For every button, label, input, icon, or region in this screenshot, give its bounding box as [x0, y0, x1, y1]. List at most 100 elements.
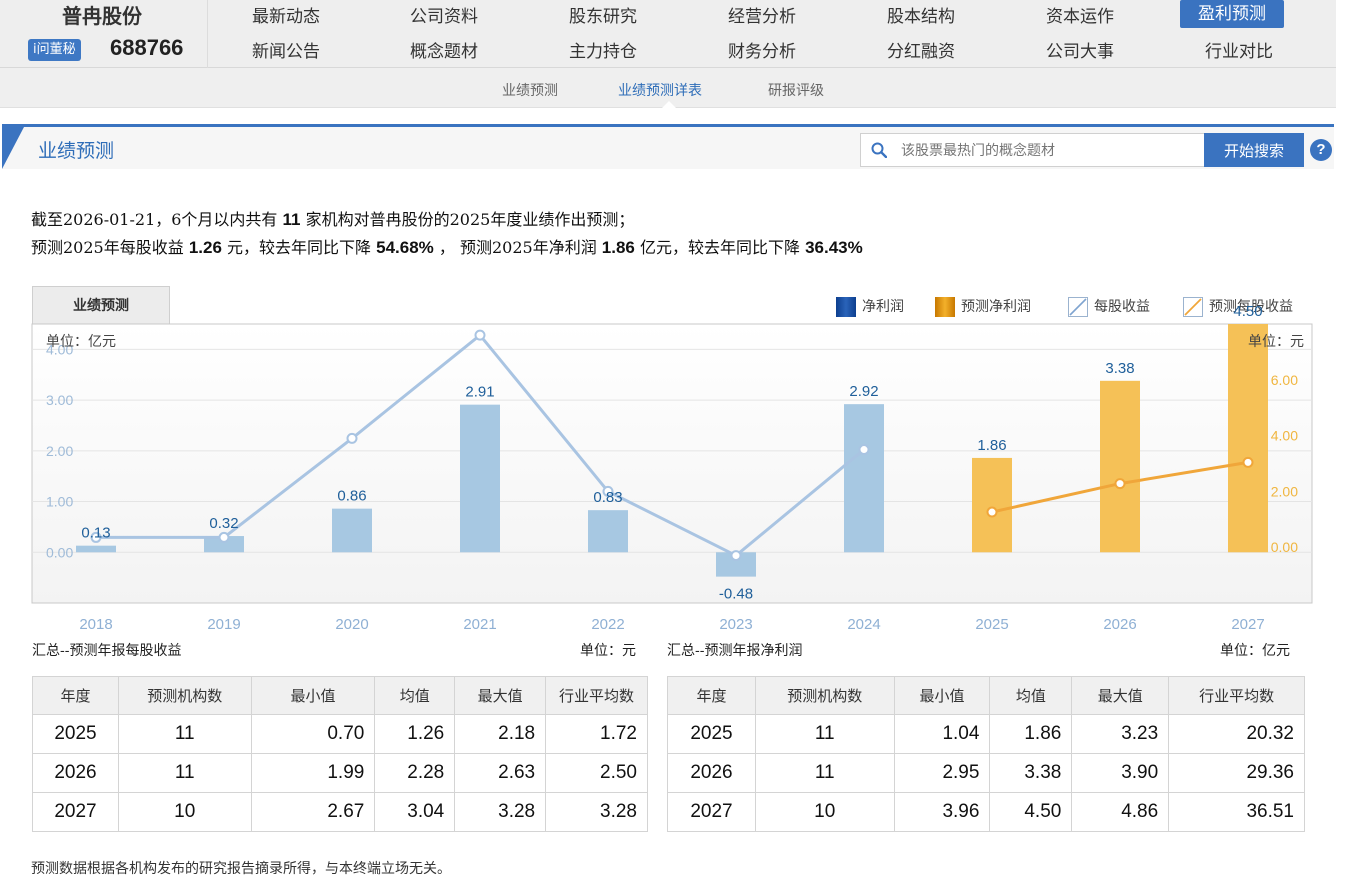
- nav-item-events[interactable]: 公司大事: [1046, 42, 1114, 62]
- table-cell: 3.28: [454, 792, 547, 832]
- nav-item-operations[interactable]: 经营分析: [728, 7, 796, 27]
- series-point: [346, 432, 358, 444]
- legend-swatch: [836, 297, 856, 317]
- right-tick-label: 6.00: [1271, 372, 1298, 388]
- legend-item-forecast-net-profit[interactable]: 预测净利润: [935, 296, 1031, 317]
- legend-item-forecast-eps[interactable]: 预测每股收益: [1183, 296, 1293, 317]
- table-row: 2025 11 0.70 1.26 2.18 1.72: [32, 714, 648, 754]
- series-point: [730, 550, 742, 562]
- series-point: [858, 444, 870, 456]
- chart-plot-area: [31, 323, 1313, 604]
- table-cell: 10: [754, 792, 895, 832]
- series-point: [986, 506, 998, 518]
- x-tick-label: 2025: [975, 616, 1008, 633]
- bar-data-label: 4.50: [1233, 303, 1262, 320]
- nav-item-dividends[interactable]: 分红融资: [887, 42, 955, 62]
- series-point: [1114, 478, 1126, 490]
- subnav-forecast-detail[interactable]: 业绩预测详表: [618, 83, 702, 99]
- table-cell: 4.86: [1071, 792, 1170, 832]
- nav-item-latest[interactable]: 最新动态: [252, 7, 320, 27]
- section-header: 业绩预测 开始搜索 ?: [2, 127, 1334, 169]
- bar-data-label: 0.86: [337, 488, 366, 505]
- nav-item-capital-operation[interactable]: 资本运作: [1046, 7, 1114, 27]
- x-tick-label: 2027: [1231, 616, 1264, 633]
- nav-item-financial-analysis[interactable]: 财务分析: [728, 42, 796, 62]
- table-cell: 2027: [667, 792, 756, 832]
- table-cell: 3.23: [1071, 714, 1170, 754]
- bar-data-label: 0.32: [209, 515, 238, 532]
- table-cell: 2025: [32, 714, 119, 754]
- x-tick-label: 2020: [335, 616, 368, 633]
- nav-item-main-holdings[interactable]: 主力持仓: [569, 42, 637, 62]
- column-header: 年度: [667, 676, 756, 715]
- section-title: 业绩预测: [38, 140, 115, 162]
- x-tick-label: 2023: [719, 616, 752, 633]
- table-cell: 11: [754, 714, 895, 754]
- top-navigation: 普冉股份 i问董秘 688766 最新动态 公司资料 股东研究 经营分析 股本结…: [0, 0, 1336, 68]
- nav-item-industry-compare[interactable]: 行业对比: [1205, 42, 1273, 62]
- subnav-research-rating[interactable]: 研报评级: [768, 83, 824, 99]
- help-icon[interactable]: ?: [1310, 139, 1332, 161]
- table-cell: 10: [117, 792, 252, 832]
- column-header: 年度: [32, 676, 119, 715]
- table-cell: 3.28: [545, 792, 648, 832]
- left-tick-label: 4.00: [46, 341, 73, 357]
- bar-data-label: 0.13: [81, 525, 110, 542]
- stock-name: 普冉股份: [62, 4, 142, 28]
- summary-line-2: 预测2025年每股收益 1.26 元，较去年同比下降 54.68% ， 预测20…: [31, 234, 863, 258]
- nav-item-profit-forecast[interactable]: 盈利预测: [1180, 0, 1284, 28]
- net-profit-table-unit: 单位：亿元: [1220, 643, 1290, 659]
- x-tick-label: 2019: [207, 616, 240, 633]
- column-header: 最大值: [1071, 676, 1170, 715]
- legend-swatch: [1183, 297, 1203, 317]
- left-tick-label: 0.00: [46, 544, 73, 560]
- ask-secretary-button[interactable]: i问董秘: [28, 39, 81, 61]
- chart-bar: [332, 508, 372, 553]
- nav-item-capital-structure[interactable]: 股本结构: [887, 7, 955, 27]
- summary-text: 预测2025年每股收益: [31, 238, 184, 257]
- bar-data-label: 2.92: [849, 383, 878, 400]
- summary-text: 亿元，较去年同比下降: [639, 238, 800, 257]
- column-header: 最小值: [893, 676, 991, 715]
- forecast-chart: 0.00 1.00 2.00 3.00 4.00 0.00 2.00 4.00 6.00 2018…: [31, 303, 1313, 633]
- chart-tab-performance-forecast[interactable]: 业绩预测: [32, 286, 170, 324]
- nav-item-concepts[interactable]: 概念题材: [410, 42, 478, 62]
- right-tick-label: 2.00: [1271, 483, 1298, 499]
- left-tick-label: 2.00: [46, 443, 73, 459]
- table-cell: 2.18: [454, 714, 547, 754]
- series-point: [1242, 456, 1254, 468]
- series-point: [474, 329, 486, 341]
- eps-table-unit: 单位：元: [580, 643, 636, 659]
- subnav-performance-forecast[interactable]: 业绩预测: [502, 83, 558, 99]
- net-profit-forecast-table: 年度 预测机构数 最小值 均值 最大值 行业平均数 2025 11 1.04 1…: [667, 676, 1305, 832]
- summary-text: ， 预测2025年净利润: [438, 238, 597, 257]
- table-row: 2026 11 1.99 2.28 2.63 2.50: [32, 753, 648, 793]
- legend-item-net-profit[interactable]: 净利润: [836, 296, 904, 317]
- column-header: 均值: [374, 676, 456, 715]
- bar-data-label: 0.83: [593, 489, 622, 506]
- nav-item-news[interactable]: 新闻公告: [252, 42, 320, 62]
- legend-item-eps[interactable]: 每股收益: [1068, 296, 1150, 317]
- search-button[interactable]: 开始搜索: [1204, 133, 1304, 167]
- active-tab-caret: [662, 101, 676, 108]
- x-tick-label: 2022: [591, 616, 624, 633]
- column-header: 预测机构数: [754, 676, 895, 715]
- search-icon: [871, 142, 887, 158]
- legend-swatch: [935, 297, 955, 317]
- chart-bar: [460, 404, 500, 553]
- left-tick-label: 3.00: [46, 392, 73, 408]
- table-cell: 4.50: [989, 792, 1073, 832]
- series-point: [602, 485, 614, 497]
- x-tick-label: 2018: [79, 616, 112, 633]
- chart-bar: [972, 457, 1012, 553]
- table-cell: 2026: [667, 753, 756, 793]
- chart-bar: [1228, 324, 1268, 553]
- nav-item-company-info[interactable]: 公司资料: [410, 7, 478, 27]
- nav-item-shareholders[interactable]: 股东研究: [569, 7, 637, 27]
- column-header: 行业平均数: [545, 676, 648, 715]
- summary-text: 截至2026-01-21，6个月以内共有: [31, 210, 278, 229]
- search-input[interactable]: [901, 139, 1201, 163]
- stock-code: 688766: [110, 35, 184, 60]
- x-tick-label: 2021: [463, 616, 496, 633]
- search-box: [860, 133, 1206, 167]
